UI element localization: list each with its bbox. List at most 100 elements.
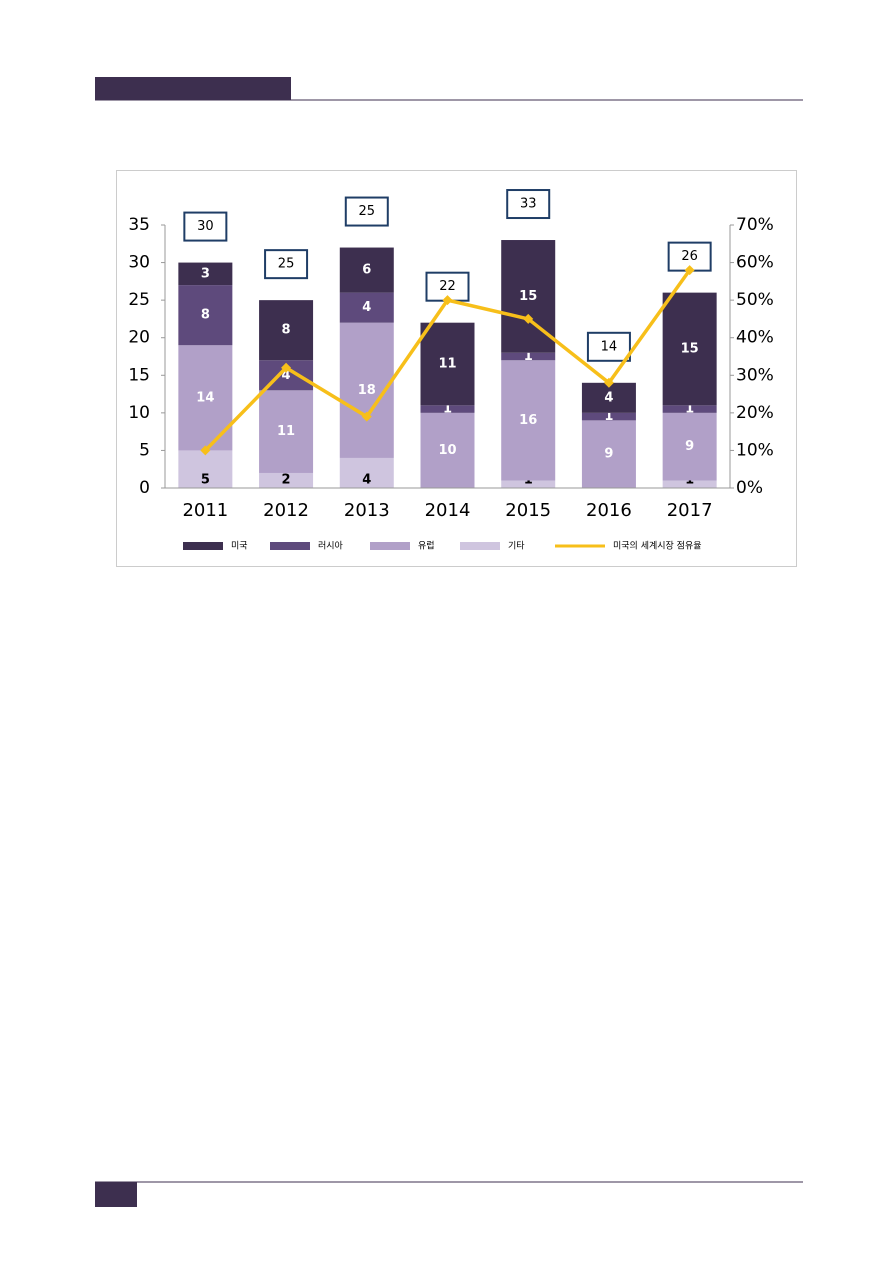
legend-swatch	[460, 542, 500, 550]
x-tick-label: 2014	[425, 500, 471, 521]
total-annotation: 26	[681, 249, 698, 264]
total-box	[183, 211, 228, 242]
data-label: 1	[685, 402, 694, 417]
data-label: 16	[519, 413, 537, 428]
data-label: 15	[519, 289, 537, 304]
data-label: 11	[438, 357, 456, 372]
bar-segment	[259, 472, 314, 488]
legend-swatch	[370, 542, 410, 550]
total-box	[264, 249, 309, 280]
x-tick-label: 2011	[182, 500, 228, 521]
y2-tick-label: 0%	[736, 478, 763, 498]
y-tick-label: 25	[128, 290, 150, 310]
footer-bar	[95, 1182, 137, 1207]
y2-tick-label: 40%	[736, 328, 774, 348]
data-label: 4	[604, 390, 613, 405]
data-label: 6	[362, 263, 371, 278]
total-annotation: 25	[359, 204, 376, 219]
bar-segment	[501, 480, 556, 488]
bar-segment	[420, 412, 475, 488]
total-box	[344, 196, 389, 227]
legend-swatch	[183, 542, 223, 550]
data-label: 3	[201, 266, 210, 281]
y2-tick-label: 10%	[736, 440, 774, 460]
legend-label: 미국	[231, 541, 248, 552]
y2-tick-label: 20%	[736, 403, 774, 423]
data-label: 14	[196, 390, 214, 405]
share-marker	[603, 377, 614, 388]
data-label: 10	[438, 443, 456, 458]
data-label: 9	[604, 447, 613, 462]
data-label: 1	[524, 349, 533, 364]
total-annotation: 33	[520, 197, 537, 212]
data-label: 8	[282, 323, 291, 338]
data-label: 1	[443, 402, 452, 417]
data-label: 8	[201, 308, 210, 323]
y-tick-label: 35	[128, 215, 150, 235]
share-marker	[200, 445, 211, 456]
bar-segment	[662, 405, 717, 413]
data-label: 9	[685, 439, 694, 454]
bar-segment	[581, 382, 636, 413]
data-label: 4	[362, 300, 371, 315]
data-label: 4	[282, 368, 291, 383]
bar-segment	[339, 247, 394, 293]
y2-tick-label: 50%	[736, 290, 774, 310]
bar-segment	[420, 322, 475, 406]
share-marker	[684, 265, 695, 276]
data-label: 18	[358, 383, 376, 398]
share-marker	[442, 295, 453, 306]
y2-tick-label: 30%	[736, 365, 774, 385]
x-tick-label: 2015	[505, 500, 551, 521]
bar-segment	[339, 292, 394, 323]
y-tick-label: 15	[128, 365, 150, 385]
x-tick-label: 2012	[263, 500, 309, 521]
bar-segment	[662, 292, 717, 406]
legend-label: 러시아	[318, 541, 344, 552]
total-box	[586, 331, 631, 362]
legend-swatch	[270, 542, 310, 550]
total-box	[506, 189, 551, 220]
data-label: 15	[681, 341, 699, 356]
bar-segment	[259, 300, 314, 361]
data-label: 5	[201, 473, 210, 488]
legend-label: 기타	[508, 541, 525, 552]
legend-label: 유럽	[418, 541, 435, 552]
share-marker	[281, 362, 292, 373]
bar-segment	[501, 360, 556, 481]
bar-segment	[501, 352, 556, 361]
x-tick-label: 2016	[586, 500, 632, 521]
y2-tick-label: 70%	[736, 215, 774, 235]
x-tick-label: 2013	[344, 500, 390, 521]
y-tick-label: 0	[139, 478, 150, 498]
bar-segment	[581, 420, 636, 488]
legend-label: 미국의 세계시장 점유율	[613, 540, 702, 552]
bar-segment	[178, 450, 233, 488]
bar-segment	[662, 412, 717, 481]
bar-segment	[662, 480, 717, 488]
chart: 051015202530350%10%20%30%40%50%60%70%201…	[128, 189, 774, 552]
y-tick-label: 20	[128, 328, 150, 348]
total-annotation: 22	[439, 279, 456, 294]
data-label: 11	[277, 424, 295, 439]
header-bar	[95, 77, 291, 100]
data-label: 2	[282, 473, 291, 488]
share-marker	[361, 411, 372, 422]
y-tick-label: 10	[128, 403, 150, 423]
x-tick-label: 2017	[667, 500, 713, 521]
bar-segment	[178, 285, 233, 346]
bar-segment	[178, 262, 233, 286]
y2-tick-label: 60%	[736, 253, 774, 273]
bar-segment	[339, 457, 394, 488]
bar-segment	[259, 390, 314, 473]
total-annotation: 14	[601, 339, 618, 354]
data-label: 4	[362, 473, 371, 488]
y-tick-label: 5	[139, 440, 150, 460]
data-label: 1	[604, 409, 613, 424]
total-annotation: 25	[278, 257, 295, 272]
bar-segment	[420, 405, 475, 413]
y-tick-label: 30	[128, 253, 150, 273]
total-annotation: 30	[197, 219, 214, 234]
